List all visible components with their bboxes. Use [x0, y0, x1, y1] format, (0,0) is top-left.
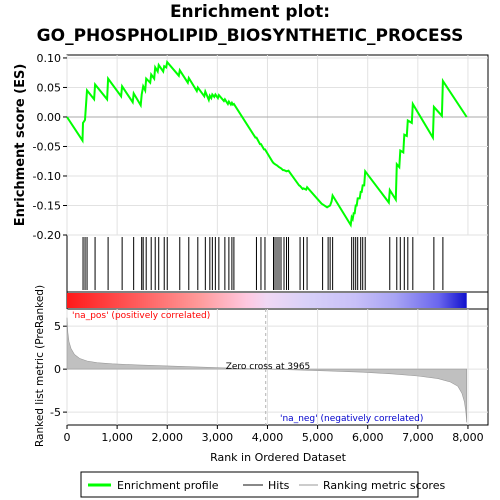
es-tick-label: 0.10 — [37, 52, 62, 65]
plot-title-line-1: Enrichment plot: — [169, 2, 331, 22]
legend-enrichment-label: Enrichment profile — [117, 479, 219, 492]
x-tick-label: 3,000 — [202, 431, 234, 444]
positive-correlation-label: 'na_pos' (positively correlated) — [72, 311, 210, 321]
x-tick-label: 0 — [64, 431, 71, 444]
es-grid — [66, 55, 488, 236]
es-tick-label: -0.10 — [33, 170, 61, 183]
hits-panel-frame — [66, 234, 489, 293]
es-tick-label: 0.00 — [37, 111, 62, 124]
es-panel-frame — [66, 54, 489, 236]
metric-y-axis-label: Ranked list metric (PreRanked) — [34, 285, 46, 447]
es-tick-label: 0.05 — [37, 81, 62, 94]
metric-y-ticks: 5 0 -5 — [50, 320, 67, 419]
enrichment-profile-line — [66, 59, 468, 228]
x-tick-label: 7,000 — [402, 431, 434, 444]
x-tick-label: 1,000 — [101, 431, 133, 444]
legend-hits-label: Hits — [268, 479, 290, 492]
es-tick-label: -0.20 — [33, 229, 61, 242]
x-axis-label: Rank in Ordered Dataset — [210, 451, 347, 464]
x-tick-label: 6,000 — [352, 431, 384, 444]
zero-cross-label: Zero cross at 3965 — [226, 362, 311, 372]
ranked-list-color-bar — [67, 293, 467, 308]
legend-ranking-label: Ranking metric scores — [323, 479, 445, 492]
x-tick-label: 2,000 — [151, 431, 183, 444]
es-y-ticks: 0.10 0.05 0.00 -0.05 -0.10 -0.15 -0.20 — [33, 52, 67, 242]
metric-tick-label: -5 — [50, 406, 61, 419]
es-tick-label: -0.05 — [33, 140, 61, 153]
x-axis-ticks: 0 1,000 2,000 3,000 4,000 5,000 6,000 7,000 8,00… — [64, 425, 484, 444]
metric-tick-label: 5 — [54, 320, 61, 333]
hit-markers — [82, 237, 444, 290]
metric-tick-label: 0 — [54, 363, 61, 376]
es-y-axis-label: Enrichment score (ES) — [13, 64, 28, 227]
negative-correlation-label: 'na_neg' (negatively correlated) — [280, 414, 423, 424]
x-tick-label: 8,000 — [452, 431, 484, 444]
x-tick-label: 5,000 — [302, 431, 334, 444]
x-tick-label: 4,000 — [252, 431, 284, 444]
es-tick-label: -0.15 — [33, 199, 61, 212]
plot-title-line-2: GO_PHOSPHOLIPID_BIOSYNTHETIC_PROCESS — [36, 26, 464, 46]
